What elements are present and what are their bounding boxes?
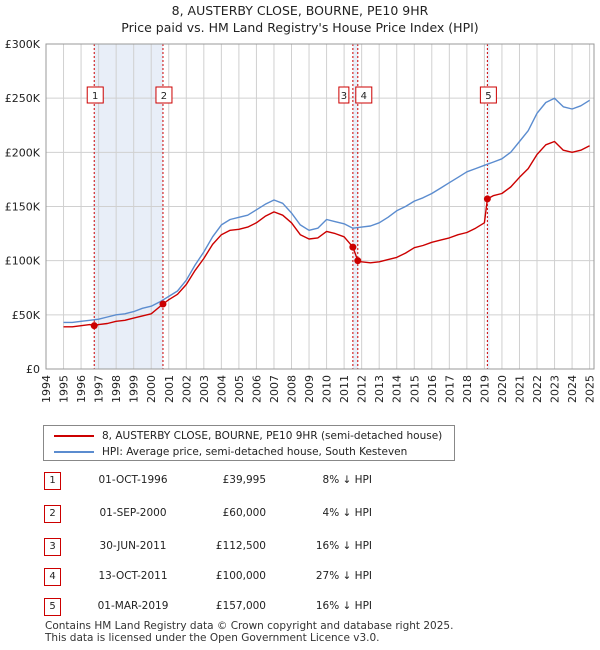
x-tick-label: 2001 [163,375,176,403]
x-tick-label: 2020 [496,375,509,403]
sale-marker-box [338,86,350,104]
y-tick-label: £0 [26,363,40,376]
sale-marker-box [86,86,104,104]
sale-price: £157,000 [215,600,266,612]
sale-row: 5 01-MAR-2019 £157,000 16% ↓ HPI [0,598,600,618]
sale-price: £39,995 [222,474,266,486]
sale-marker-box [155,86,173,104]
x-tick-label: 2005 [233,375,246,403]
y-tick-label: £50K [12,309,41,322]
x-tick-label: 2002 [180,375,193,403]
x-tick-label: 2004 [215,375,228,403]
sale-hpi: 4% ↓ HPI [322,507,372,519]
x-tick-label: 2025 [584,375,597,403]
x-tick-label: 1999 [128,375,141,403]
legend-swatch-price [54,435,94,437]
x-tick-label: 1998 [110,375,123,403]
sale-number: 4 [44,568,61,586]
price-chart: £0 £50K £100K £150K £200K £250K £300K 1994 1995… [5,38,597,403]
chart-title-line1: 8, AUSTERBY CLOSE, BOURNE, PE10 9HR [171,3,429,18]
sale-price: £100,000 [215,570,266,582]
hpi-line [63,97,590,324]
x-tick-label: 1997 [93,375,106,403]
sale-point [349,243,357,251]
sale-date: 01-OCT-1996 [98,474,168,486]
footer: Contains HM Land Registry data © Crown c… [45,620,453,644]
sale-marker-label: 4 [361,91,367,102]
x-tick-label: 2008 [286,375,299,403]
x-tick-label: 2011 [338,375,351,403]
sale-row: 2 01-SEP-2000 £60,000 4% ↓ HPI [0,505,600,525]
sale-date: 01-MAR-2019 [97,600,169,612]
x-tick-label: 2015 [408,375,421,403]
x-tick-label: 2021 [513,375,526,403]
x-tick-label: 1995 [58,375,71,403]
x-tick-label: 2003 [198,375,211,403]
x-tick-label: 2023 [549,375,562,403]
price-line [63,140,590,328]
x-tick-label: 1994 [40,375,53,403]
sale-date: 30-JUN-2011 [99,540,167,552]
sale-point [90,322,98,330]
x-tick-label: 2012 [356,375,369,403]
sale-marker-box [355,86,373,104]
chart-title-line2: Price paid vs. HM Land Registry's House … [121,20,479,35]
sale-point [354,257,362,265]
sale-hpi: 27% ↓ HPI [315,570,372,582]
sale-hpi: 8% ↓ HPI [322,474,372,486]
x-tick-label: 2019 [478,375,491,403]
x-tick-label: 2018 [461,375,474,403]
sale-row: 1 01-OCT-1996 £39,995 8% ↓ HPI [0,472,600,492]
x-tick-label: 2013 [373,375,386,403]
sale-marker-label: 2 [161,91,167,102]
legend: 8, AUSTERBY CLOSE, BOURNE, PE10 9HR (sem… [43,425,455,461]
legend-item-price: 8, AUSTERBY CLOSE, BOURNE, PE10 9HR (sem… [54,428,442,444]
sale-marker-label: 1 [92,91,98,102]
legend-item-hpi: HPI: Average price, semi-detached house,… [54,444,407,460]
x-tick-label: 2017 [443,375,456,403]
x-tick-label: 2010 [321,375,334,403]
sale-date: 13-OCT-2011 [98,570,168,582]
sale-number: 1 [44,472,61,490]
sale-marker-box [479,86,497,104]
x-tick-label: 2007 [268,375,281,403]
sale-marker-label: 5 [485,91,491,102]
y-tick-label: £250K [5,92,41,105]
x-tick-label: 2024 [566,375,579,403]
y-tick-label: £200K [5,146,41,159]
sale-date: 01-SEP-2000 [99,507,167,519]
x-tick-label: 2006 [250,375,263,403]
plot-frame [45,43,595,370]
x-tick-label: 2000 [145,375,158,403]
sale-number: 5 [44,598,61,616]
y-tick-label: £300K [5,38,41,51]
footer-copyright: Contains HM Land Registry data © Crown c… [45,620,454,632]
sale-marker-label: 3 [341,91,347,102]
x-tick-label: 2016 [426,375,439,403]
y-tick-label: £150K [5,201,41,214]
x-tick-label: 2014 [391,375,404,403]
sale-price: £112,500 [215,540,266,552]
x-tick-label: 2009 [303,375,316,403]
sale-point [483,195,491,203]
sale-hpi: 16% ↓ HPI [315,600,372,612]
x-tick-label: 1996 [75,375,88,403]
legend-swatch-hpi [54,451,94,453]
sale-row: 3 30-JUN-2011 £112,500 16% ↓ HPI [0,538,600,558]
sale-hpi: 16% ↓ HPI [315,540,372,552]
footer-licence: This data is licensed under the Open Gov… [45,632,380,644]
sale-number: 2 [44,505,61,523]
sale-price: £60,000 [222,507,266,519]
sale-point [159,300,167,308]
y-tick-label: £100K [5,255,41,268]
legend-label-price: 8, AUSTERBY CLOSE, BOURNE, PE10 9HR (sem… [102,430,443,442]
sale-number: 3 [44,538,61,556]
x-tick-label: 2022 [531,375,544,403]
sale-row: 4 13-OCT-2011 £100,000 27% ↓ HPI [0,568,600,588]
legend-label-hpi: HPI: Average price, semi-detached house,… [102,446,408,458]
